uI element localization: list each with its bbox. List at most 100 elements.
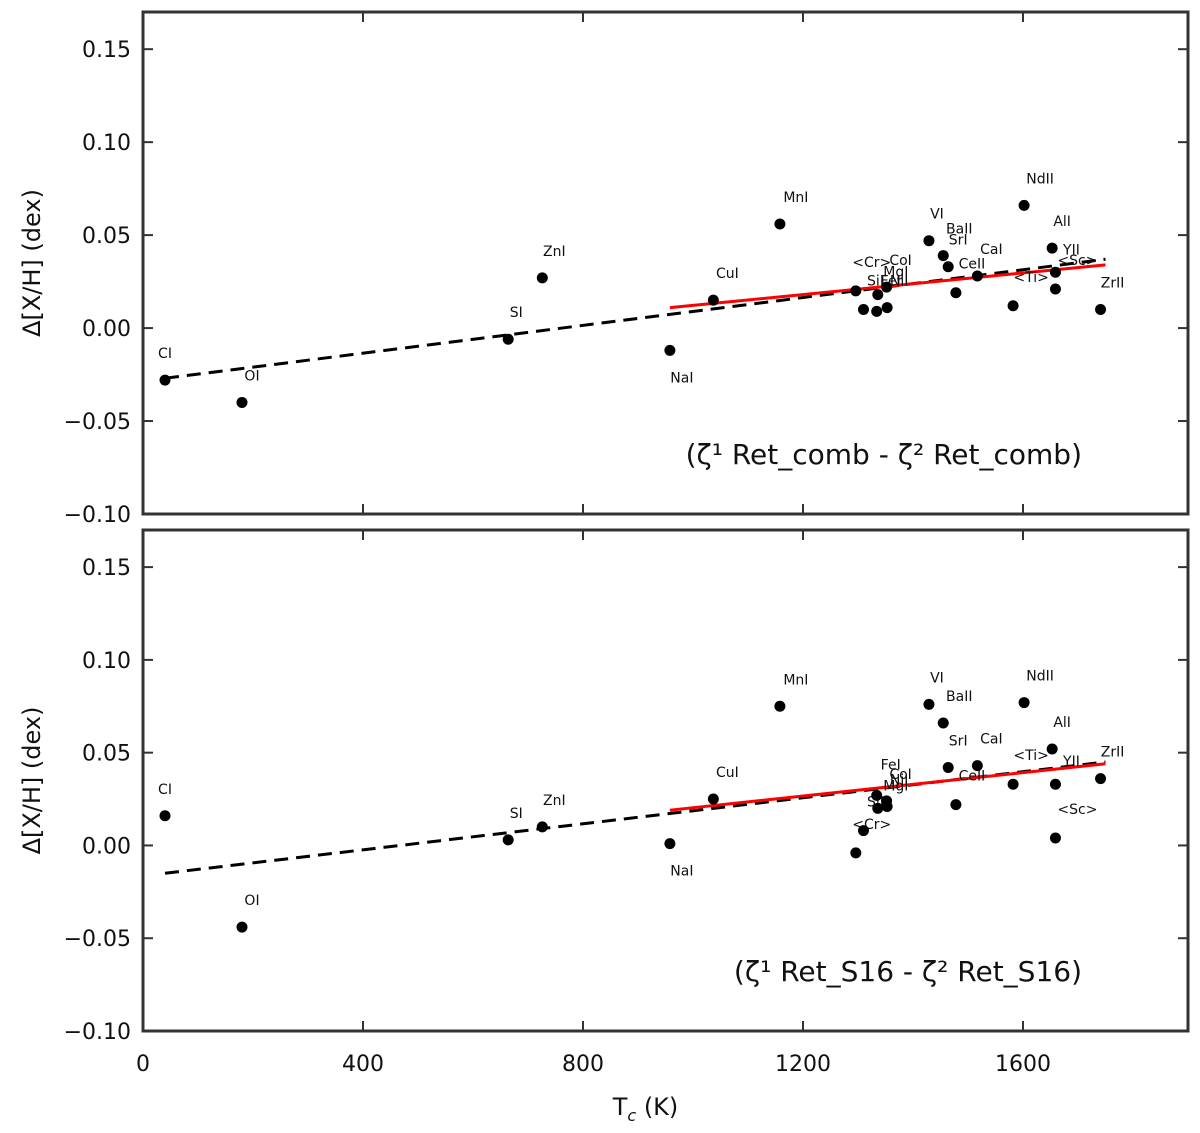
point-label-cui: CuI (716, 765, 739, 781)
point-label-yii: YII (1062, 754, 1080, 770)
point-label-ci: CI (158, 782, 172, 798)
y-tick-label: 0.10 (82, 649, 131, 674)
point-label-ndii: NdII (1026, 171, 1054, 187)
point-nii (881, 302, 893, 314)
x-axis-title: Tc (K) (612, 1093, 679, 1125)
point-label-mni: MnI (783, 672, 808, 688)
point-ali (1046, 743, 1058, 755)
point-zni (536, 821, 548, 833)
point-zrii (1095, 773, 1107, 785)
point-label-nii: NiI (890, 772, 909, 788)
point-label-nai: NaI (670, 864, 693, 880)
point-label-coi: CoI (889, 253, 911, 269)
point-si (502, 333, 514, 345)
fit-line-all (164, 257, 1106, 380)
y-tick-label: 0.05 (82, 224, 131, 249)
point-label-ndii: NdII (1026, 669, 1054, 685)
y-tick-label: −0.05 (64, 927, 131, 952)
point-label-vi: VI (930, 670, 944, 686)
y-tick-label: 0.10 (82, 131, 131, 156)
point-mni (774, 700, 786, 712)
point-ti (1007, 300, 1019, 312)
y-tick-label: 0.00 (82, 834, 131, 859)
plot-frame (141, 10, 1190, 516)
point-label-ti: <Ti> (1013, 748, 1048, 764)
point-label-mni: MnI (783, 190, 808, 206)
point-label-si: SI (510, 305, 523, 321)
point-label-fei: FeI (881, 757, 901, 773)
point-label-oi: OI (244, 893, 259, 909)
point-sii (858, 825, 869, 837)
point-label-baii: BaII (946, 222, 972, 238)
point-label-sc: <Sc> (1057, 253, 1097, 269)
y-tick-label: 0.15 (82, 556, 131, 581)
point-cr (850, 285, 862, 297)
panel-1: 0.15 0.10 0.05 0.00 −0.05 −0.10 Δ[X/H] (dex) CI… (18, 10, 1190, 528)
x-tick-label: 1600 (995, 1052, 1051, 1077)
point-label-cui: CuI (716, 266, 739, 282)
point-sii (858, 303, 869, 315)
y-axis-title: Δ[X/H] (dex) (18, 707, 46, 855)
point-label-yii: YII (1062, 242, 1080, 258)
point-vi (923, 698, 935, 710)
point-label-zrii: ZrII (1101, 745, 1125, 761)
point-baii (937, 717, 949, 729)
point-oi (236, 396, 248, 408)
point-label-cr: <Cr> (852, 255, 891, 271)
point-nai (664, 344, 676, 356)
point-ndii (1018, 697, 1030, 709)
point-coi (881, 281, 893, 293)
point-mni (774, 218, 786, 230)
y-tick-label: −0.10 (64, 503, 131, 528)
point-label-ceii: CeII (959, 769, 986, 785)
point-label-ali: AlI (1053, 715, 1071, 731)
point-yii (1049, 778, 1061, 790)
point-ci (159, 810, 171, 822)
point-label-ci: CI (158, 346, 172, 362)
point-sri (942, 261, 954, 273)
point-label-coi: CoI (889, 767, 911, 783)
x-tick-label: 1200 (775, 1052, 831, 1077)
point-label-cai: CaI (980, 242, 1002, 258)
point-label-oi: OI (244, 368, 259, 384)
y-tick-label: −0.10 (64, 1020, 131, 1045)
point-nii (881, 800, 893, 812)
plot-frame (141, 528, 1190, 1033)
point-label-baii: BaII (946, 689, 972, 705)
point-label-zni: ZnI (543, 793, 566, 809)
point-ceii (950, 287, 962, 299)
point-label-mgi: MgI (883, 778, 908, 794)
point-fei (871, 305, 883, 317)
point-si (502, 834, 514, 846)
panel-annotation: (ζ¹ Ret_S16 - ζ² Ret_S16) (734, 955, 1082, 988)
point-zrii (1095, 303, 1107, 315)
point-vi (923, 235, 935, 247)
point-cui (707, 793, 719, 805)
point-label-mgi: MgI (883, 265, 908, 281)
point-label-ali: AlI (1053, 214, 1071, 230)
point-label-sii: SiI (867, 273, 884, 289)
point-label-sc: <Sc> (1057, 802, 1097, 818)
point-label-cai: CaI (980, 732, 1002, 748)
point-label-ceii: CeII (959, 257, 986, 273)
fit-line-refractory (669, 762, 1106, 812)
point-label-si: SI (510, 806, 523, 822)
point-fei (871, 789, 883, 801)
point-ci (159, 374, 171, 386)
x-tick-label: 0 (136, 1052, 150, 1077)
y-tick-label: −0.05 (64, 410, 131, 435)
point-label-ti: <Ti> (1013, 270, 1048, 286)
x-tick-label: 800 (562, 1052, 604, 1077)
point-baii (937, 250, 949, 262)
point-ndii (1018, 199, 1030, 211)
point-oi (236, 921, 248, 933)
point-cr (850, 847, 862, 859)
point-zni (536, 272, 548, 284)
point-label-sri: SrI (949, 233, 968, 249)
point-ti (1007, 778, 1019, 790)
point-mgi (872, 289, 884, 301)
y-axis-title: Δ[X/H] (dex) (18, 189, 46, 337)
point-cai (971, 760, 983, 772)
